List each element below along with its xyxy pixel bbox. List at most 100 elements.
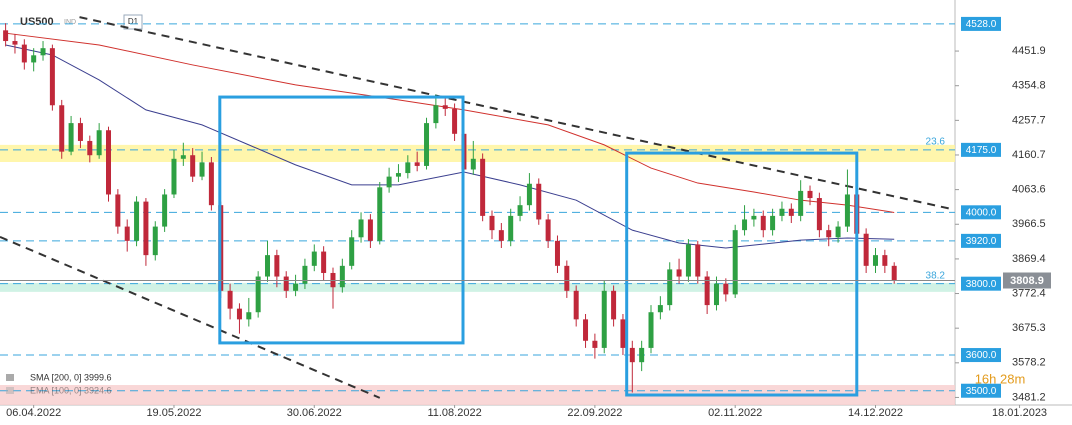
candle-body [106, 130, 112, 195]
candle-body [592, 340, 598, 348]
legend-value: 3999.6 [84, 372, 112, 382]
candle-body [414, 162, 420, 166]
candle-body [171, 158, 177, 195]
candle-body [629, 347, 635, 363]
level-label-box [961, 205, 1001, 220]
candle-body [134, 201, 140, 241]
candle-body [68, 123, 74, 152]
candle-body [311, 251, 317, 266]
candle-body [760, 215, 766, 231]
candle-body [208, 162, 214, 206]
candle-body [554, 240, 560, 266]
candle-body [274, 255, 280, 277]
candle-body [31, 55, 37, 63]
candle-body [872, 255, 878, 266]
market: IND [64, 19, 76, 26]
candle-body [405, 162, 411, 174]
level-label-box [961, 383, 1001, 398]
y-tick-label: 4451.9 [1012, 45, 1046, 57]
candle-body [143, 201, 149, 256]
range-box [625, 151, 859, 397]
candle-body [367, 219, 373, 241]
x-tick-label: 11.08.2022 [427, 407, 481, 419]
trendline [79, 16, 951, 210]
candle-body [863, 233, 869, 266]
legend-icon [6, 387, 14, 394]
candle-body [227, 290, 233, 309]
candle-body [639, 347, 645, 363]
candle-body [751, 215, 757, 220]
y-tick-label: 3772.4 [1012, 287, 1046, 299]
level-label-box [961, 276, 1001, 291]
candle-body [526, 183, 532, 206]
candle-body [489, 215, 495, 231]
x-tick-label: 30.06.2022 [287, 407, 342, 419]
timeframe[interactable]: D1 [128, 17, 139, 26]
candle-body [517, 205, 523, 216]
x-tick-label: 18.01.2023 [992, 407, 1047, 419]
candle-body [115, 194, 121, 227]
y-tick-label: 4063.6 [1012, 184, 1046, 196]
candle-body [770, 215, 776, 231]
level-label-box [961, 142, 1001, 157]
candle-body [424, 123, 430, 166]
candle-body [377, 187, 383, 241]
candle-body [199, 162, 205, 177]
candle-body [124, 226, 130, 241]
candle-body [788, 208, 794, 216]
candle-body [732, 230, 738, 295]
candle-body [498, 230, 504, 241]
timer: 16h 28m [975, 371, 1026, 386]
candle-body [386, 176, 392, 188]
candle-body [59, 105, 65, 152]
level-label: 4175.0 [966, 145, 997, 156]
candle-body [657, 305, 663, 313]
candle-body [452, 108, 458, 134]
candle-body [321, 251, 327, 273]
level-label: 4528.0 [966, 19, 997, 30]
timeframe-box[interactable] [123, 14, 143, 30]
legend-icon [6, 374, 14, 381]
y-tick-label: 4160.7 [1012, 149, 1046, 161]
candle-body [816, 198, 822, 231]
candle-body [12, 41, 18, 45]
candle-body [96, 130, 102, 156]
level-label: 3920.0 [966, 236, 997, 247]
fib-label: 38.2 [926, 270, 946, 281]
y-tick-label: 3869.4 [1012, 253, 1046, 265]
candle-body [255, 276, 261, 313]
x-tick-label: 14.12.2022 [848, 407, 903, 419]
x-tick-label: 22.09.2022 [567, 407, 622, 419]
candle-body [339, 265, 345, 288]
candle-body [162, 194, 168, 227]
candle-body [648, 312, 654, 348]
legend-name: EMA [100, 0] [30, 385, 82, 395]
level-label-box [961, 233, 1001, 248]
moving-average [5, 44, 895, 249]
legend-value: 3924.6 [84, 385, 112, 395]
range-box [218, 95, 465, 345]
candle-body [704, 276, 710, 306]
candle-body [583, 319, 589, 341]
candle-body [190, 155, 196, 177]
y-tick-label: 4257.7 [1012, 114, 1046, 126]
candle-body [713, 283, 719, 306]
candle-body [545, 219, 551, 241]
level-label: 4000.0 [966, 207, 997, 218]
candle-body [723, 283, 729, 295]
level-label: 3800.0 [966, 279, 997, 290]
candle-body [611, 290, 617, 320]
y-tick-label: 3675.3 [1012, 322, 1046, 334]
candle-body [293, 283, 299, 291]
candle-body [573, 290, 579, 320]
candle-body [685, 244, 691, 277]
x-tick-label: 06.04.2022 [6, 407, 61, 419]
candle-body [667, 269, 673, 306]
candle-body [87, 140, 93, 156]
candle-body [826, 230, 832, 238]
candle-body [480, 158, 486, 216]
y-tick-label: 3578.2 [1012, 357, 1046, 369]
candle-body [779, 208, 785, 216]
candle-body [358, 219, 364, 238]
